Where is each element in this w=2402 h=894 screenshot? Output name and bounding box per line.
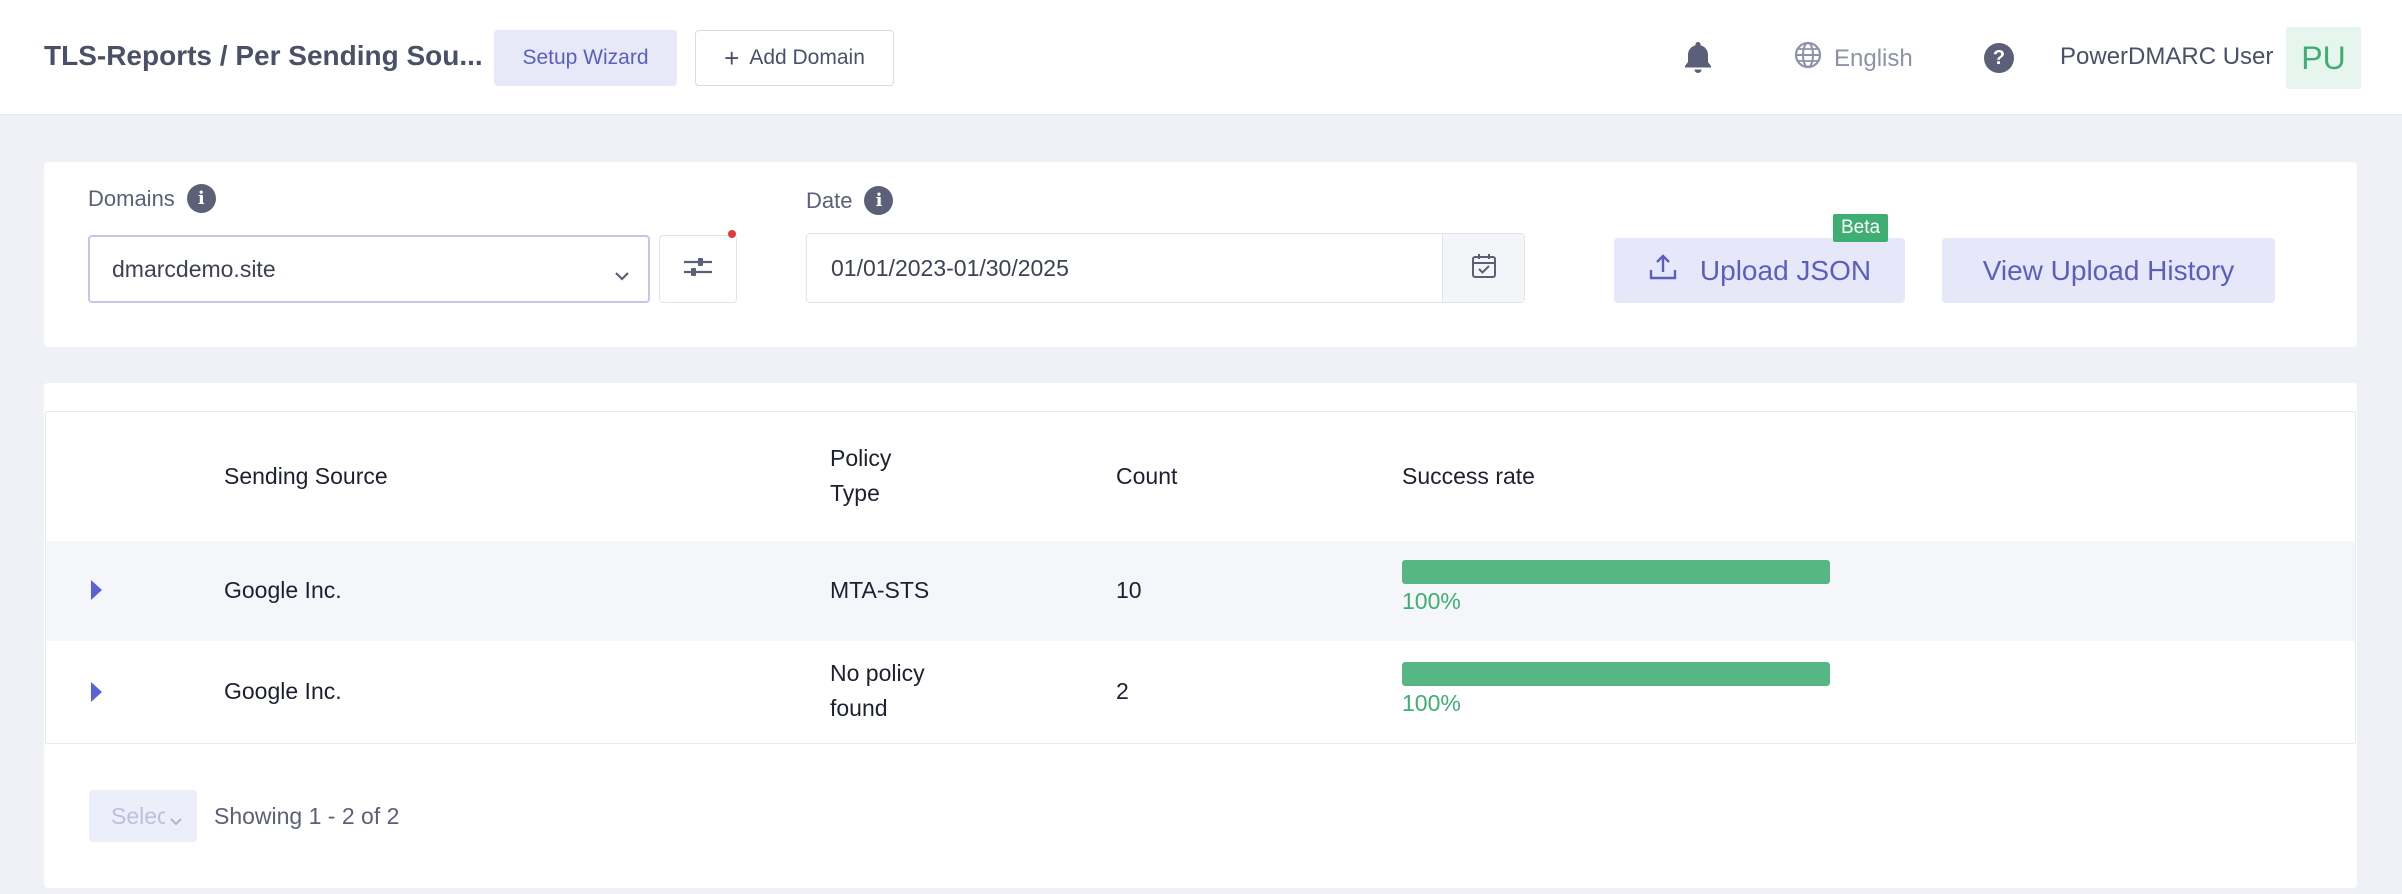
policy-type-header-line: Type: [830, 480, 880, 506]
date-range-value: 01/01/2023-01/30/2025: [831, 254, 1069, 281]
view-upload-history-button[interactable]: View Upload History: [1942, 238, 2275, 303]
expand-caret-icon[interactable]: [91, 682, 102, 702]
policy-type-line: No policy: [830, 660, 925, 686]
policy-type-cell: MTA-STS: [830, 577, 930, 603]
count-cell: 10: [1116, 577, 1142, 603]
sending-source-cell: Google Inc.: [224, 577, 342, 603]
data-table: Sending Source Policy Type Count Success…: [45, 411, 2356, 744]
table-panel: Sending Source Policy Type Count Success…: [44, 383, 2357, 888]
plus-icon: +: [724, 43, 740, 73]
count-cell: 2: [1116, 678, 1129, 704]
calendar-icon: [1471, 253, 1497, 284]
language-selector[interactable]: English: [1794, 41, 1913, 76]
success-rate-bar: [1402, 560, 1830, 584]
user-name[interactable]: PowerDMARC User: [2060, 43, 2274, 70]
pagination-summary: Showing 1 - 2 of 2: [214, 803, 400, 829]
sending-source-cell: Google Inc.: [224, 678, 342, 704]
date-range-input[interactable]: 01/01/2023-01/30/2025: [806, 233, 1525, 303]
avatar[interactable]: PU: [2286, 27, 2361, 89]
add-domain-button[interactable]: + Add Domain: [695, 30, 894, 86]
page-size-select[interactable]: Select: [89, 790, 197, 842]
column-header-sending-source[interactable]: Sending Source: [224, 463, 388, 489]
success-rate-bar: [1402, 662, 1830, 686]
policy-type-line: found: [830, 695, 888, 721]
help-icon[interactable]: ?: [1984, 43, 2014, 73]
add-domain-label: Add Domain: [749, 46, 865, 69]
column-header-count[interactable]: Count: [1116, 463, 1178, 489]
language-label: English: [1834, 44, 1913, 72]
globe-icon: [1794, 41, 1822, 76]
success-rate-label: 100%: [1402, 690, 1461, 716]
domain-select[interactable]: dmarcdemo.site: [88, 235, 650, 303]
chevron-down-icon: [614, 261, 630, 288]
success-rate-bar-fill: [1402, 560, 1830, 584]
column-header-success-rate[interactable]: Success rate: [1402, 463, 1535, 489]
domain-select-value: dmarcdemo.site: [112, 255, 276, 282]
page-size-placeholder: Select: [111, 802, 175, 829]
upload-icon: [1648, 252, 1678, 289]
domains-label: Domains: [88, 185, 175, 211]
upload-json-label: Upload JSON: [1699, 254, 1872, 286]
sliders-icon: [682, 253, 714, 286]
upload-json-button[interactable]: Upload JSON: [1614, 238, 1905, 303]
page-title: TLS-Reports / Per Sending Sou...: [44, 40, 483, 71]
table-row[interactable]: Google Inc. MTA-STS 10 100%: [46, 541, 2355, 641]
date-field-label: Date i: [806, 186, 894, 215]
info-icon[interactable]: i: [186, 184, 216, 213]
domains-field-label: Domains i: [88, 184, 216, 213]
policy-type-cell: No policy found: [830, 656, 925, 726]
bell-icon[interactable]: [1682, 40, 1714, 74]
column-header-policy-type[interactable]: Policy Type: [830, 441, 891, 511]
expand-caret-icon[interactable]: [91, 580, 102, 600]
filter-settings-button[interactable]: [659, 235, 737, 303]
top-bar: TLS-Reports / Per Sending Sou... Setup W…: [0, 0, 2402, 115]
calendar-button[interactable]: [1442, 234, 1524, 302]
success-rate-bar-fill: [1402, 662, 1830, 686]
date-label: Date: [806, 187, 853, 213]
success-rate-label: 100%: [1402, 588, 1461, 614]
policy-type-header-line: Policy: [830, 445, 892, 471]
filter-panel: Domains i dmarcdemo.site Date i 01/01/20…: [44, 162, 2357, 347]
filter-active-dot: [728, 230, 736, 238]
info-icon[interactable]: i: [864, 186, 894, 215]
chevron-down-icon: [165, 806, 183, 833]
beta-badge: Beta: [1833, 214, 1889, 242]
setup-wizard-button[interactable]: Setup Wizard: [494, 30, 677, 86]
table-row[interactable]: Google Inc. No policy found 2 100%: [46, 641, 2355, 741]
